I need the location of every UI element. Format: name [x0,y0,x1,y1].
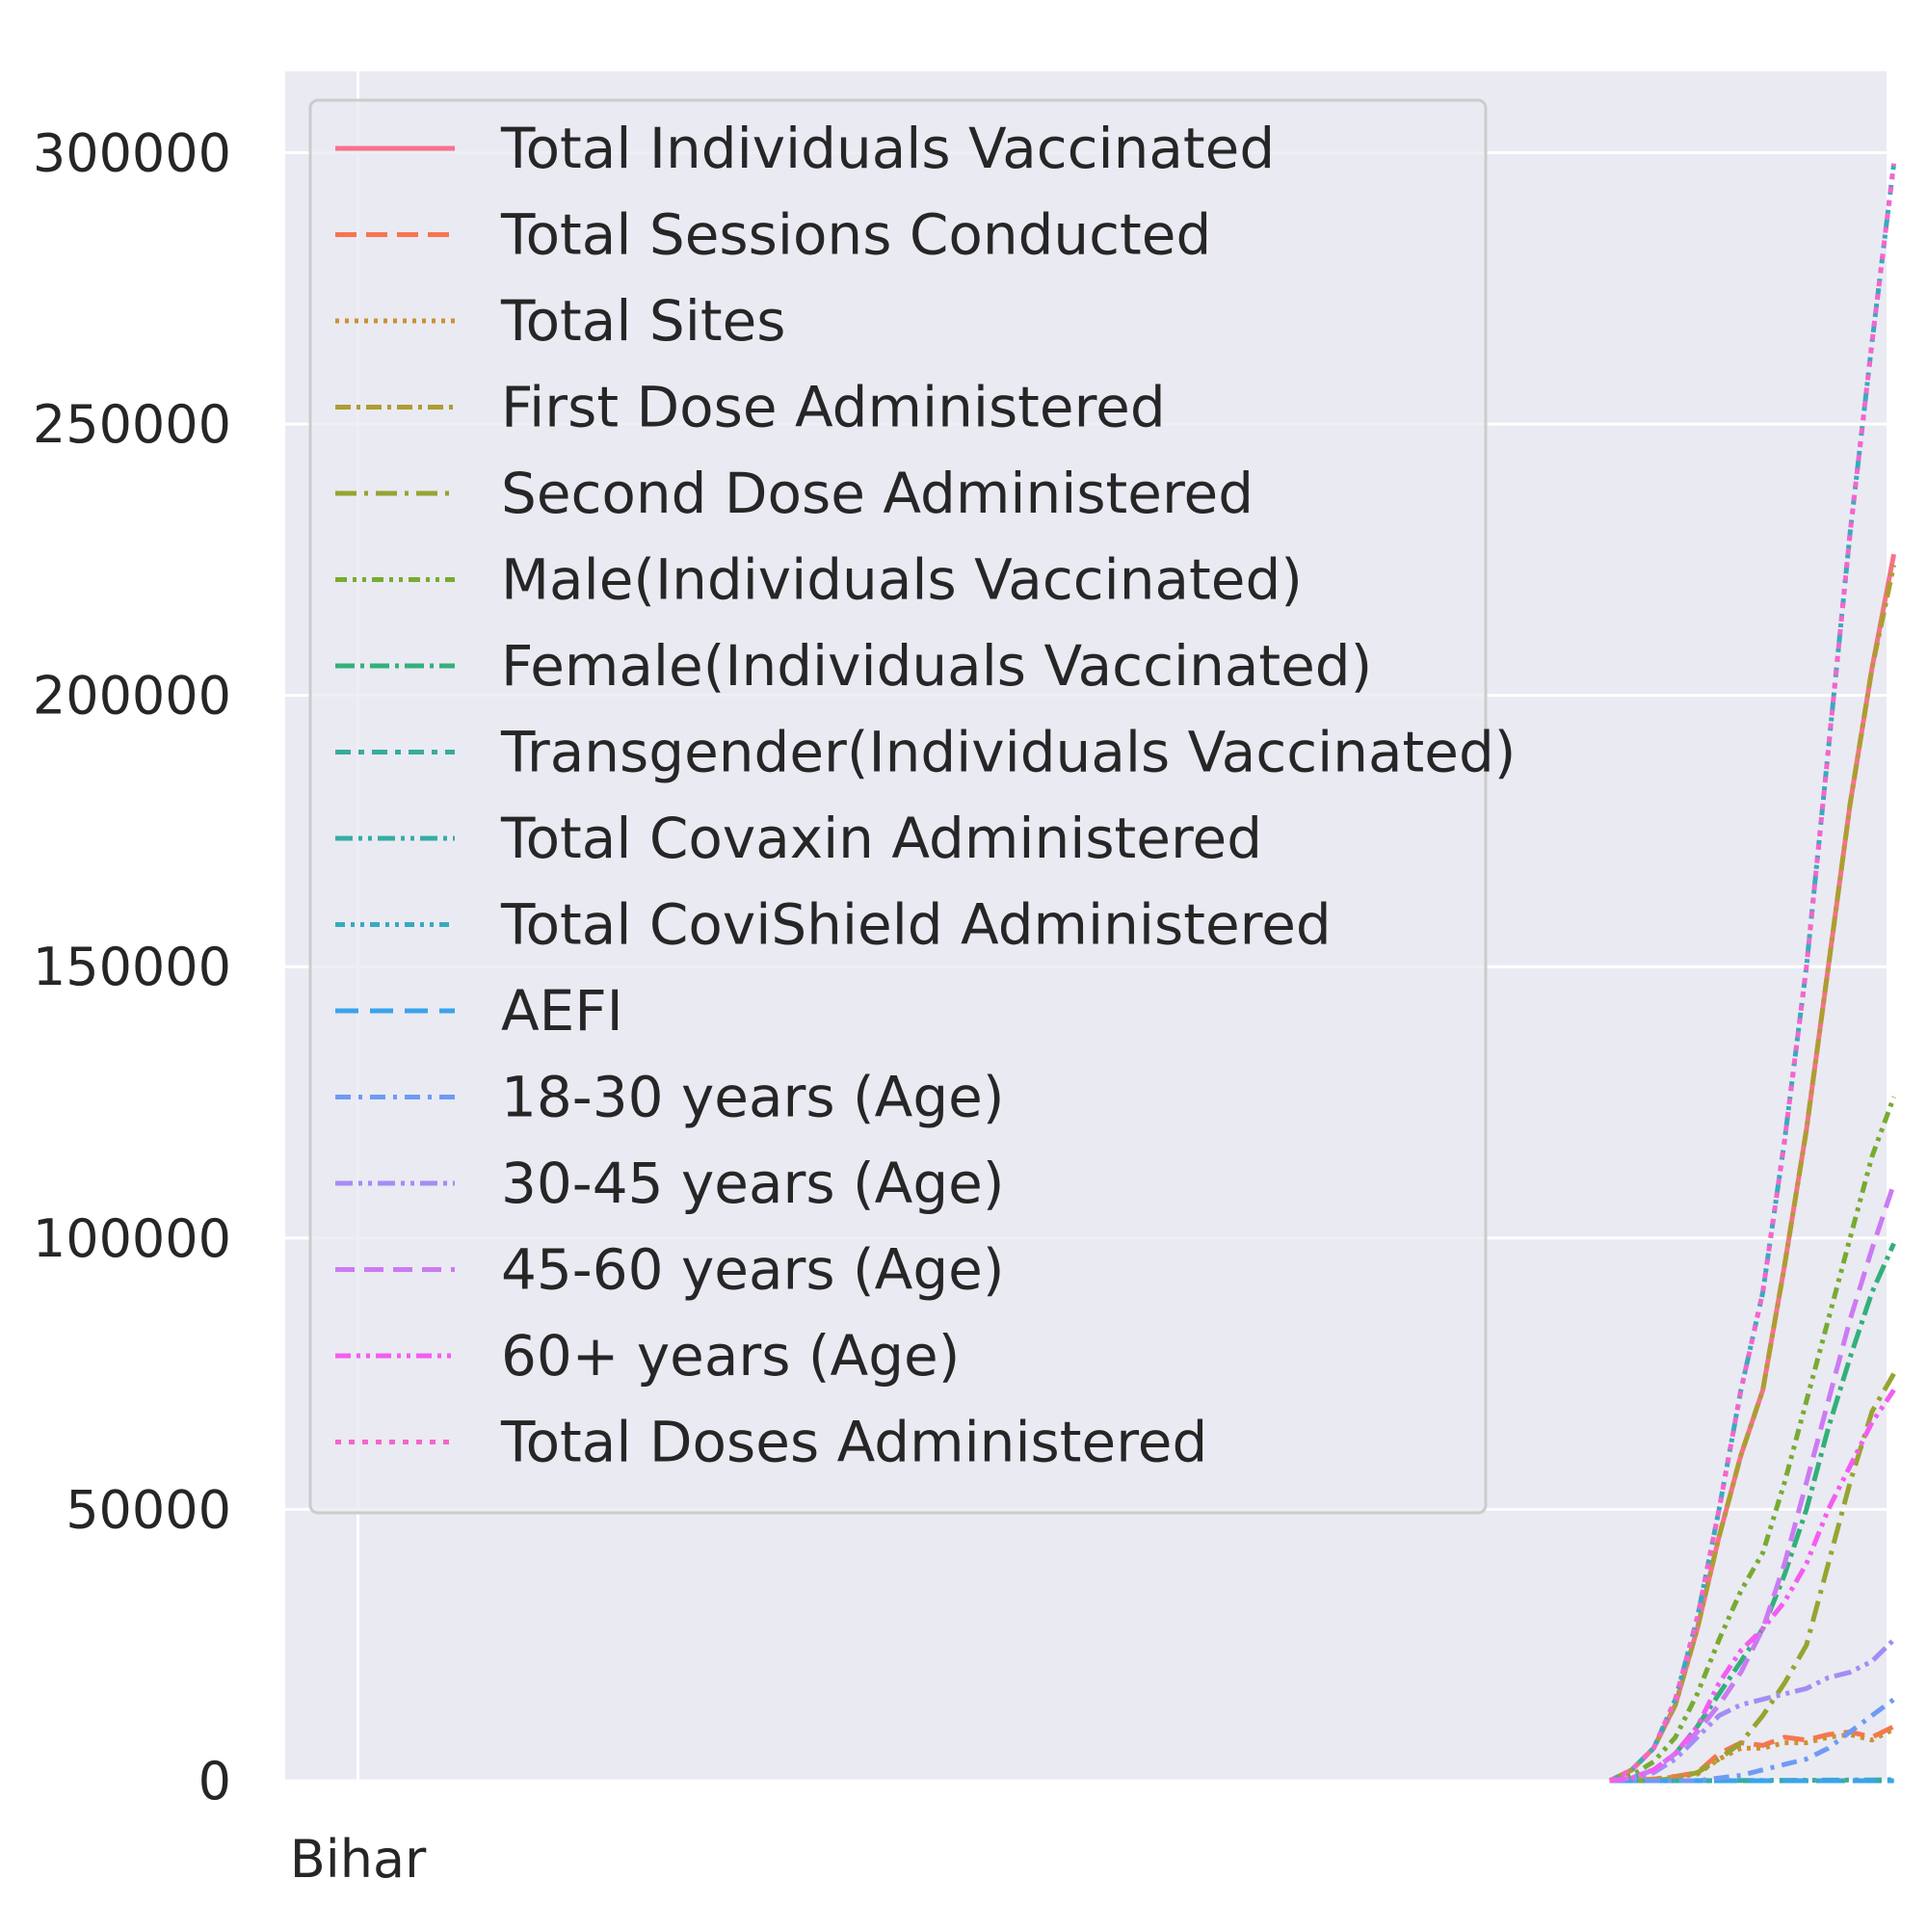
y-tick-label: 100000 [33,1208,231,1269]
legend-label: 30-45 years (Age) [501,1151,1004,1216]
x-tick-label: Bihar [290,1829,427,1890]
legend-label: Total Sessions Conducted [500,202,1211,268]
series-lines [1608,163,1897,1784]
legend-label: Total Covaxin Administered [500,806,1262,871]
legend-entry[interactable]: Total Sessions Conducted [335,202,1211,268]
legend-entry[interactable]: Total Covaxin Administered [335,806,1262,871]
y-tick-label: 0 [198,1751,231,1812]
series-line-12 [1609,1637,1896,1784]
legend-entry[interactable]: First Dose Administered [335,375,1166,440]
legend-label: Total Individuals Vaccinated [500,116,1275,181]
legend-entry[interactable]: Transgender(Individuals Vaccinated) [335,720,1516,785]
legend-box [308,98,1488,1515]
series-line-15 [1608,163,1897,1784]
legend-entry[interactable]: Female(Individuals Vaccinated) [335,633,1372,699]
legend-label: First Dose Administered [501,375,1166,440]
x-axis-ticks: Bihar [290,1829,427,1890]
legend-label: Second Dose Administered [501,461,1254,526]
legend-entry[interactable]: Total Individuals Vaccinated [335,116,1275,181]
series-line-14 [1609,1389,1896,1784]
legend-entry[interactable]: Total CoviShield Administered [335,892,1332,958]
legend-label: Total Sites [500,288,785,354]
legend-entry[interactable]: 30-45 years (Age) [335,1151,1004,1216]
y-tick-label: 250000 [33,394,231,455]
legend-entry[interactable]: Total Sites [335,288,785,354]
y-tick-label: 200000 [33,666,231,727]
series-line-11 [1609,1697,1896,1784]
series-line-5 [1609,1096,1896,1784]
legend-entry[interactable]: Male(Individuals Vaccinated) [335,547,1303,613]
legend-entry[interactable]: 60+ years (Age) [335,1323,960,1389]
legend-label: AEFI [501,978,623,1044]
series-line-13 [1609,1182,1896,1784]
legend-label: Total CoviShield Administered [500,892,1332,958]
legend-entry[interactable]: AEFI [335,978,623,1044]
y-tick-label: 50000 [66,1479,231,1540]
legend-entry[interactable]: 18-30 years (Age) [335,1065,1004,1130]
legend-entry[interactable]: Second Dose Administered [335,461,1254,526]
legend-label: 18-30 years (Age) [501,1065,1004,1130]
y-tick-label: 300000 [33,122,231,183]
series-line-9 [1608,163,1897,1784]
legend[interactable]: Total Individuals Vaccinated Total Sessio… [308,98,1516,1515]
legend-label: Total Doses Administered [500,1410,1207,1475]
legend-label: Transgender(Individuals Vaccinated) [500,720,1516,785]
legend-label: 60+ years (Age) [501,1323,960,1389]
legend-entry[interactable]: 45-60 years (Age) [335,1237,1004,1303]
legend-label: Female(Individuals Vaccinated) [501,633,1372,699]
y-axis-ticks: 0 50000 100000 150000 200000 250000 300000 [33,122,231,1812]
legend-label: Male(Individuals Vaccinated) [501,547,1303,613]
legend-label: 45-60 years (Age) [501,1237,1004,1303]
y-tick-label: 150000 [33,937,231,997]
legend-entry[interactable]: Total Doses Administered [335,1410,1207,1475]
